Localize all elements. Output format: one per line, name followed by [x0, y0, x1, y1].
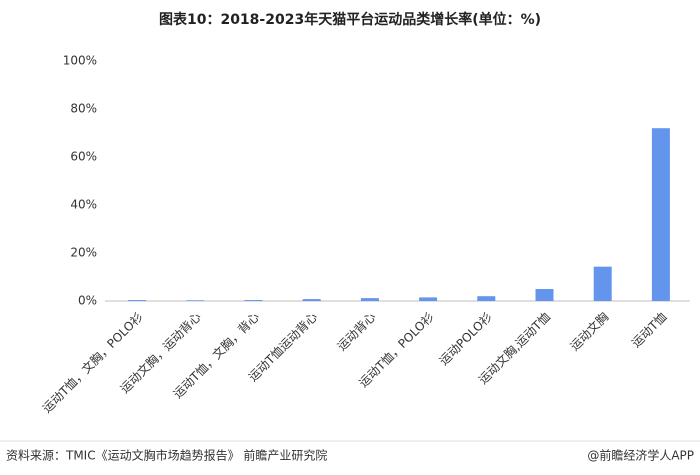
- bar: [651, 128, 670, 301]
- bar: [360, 298, 379, 301]
- x-tick-label: 运动POLO衫: [437, 310, 495, 368]
- y-tick-label: 100%: [63, 54, 97, 68]
- bar: [302, 299, 321, 301]
- bar: [477, 296, 496, 301]
- x-tick-label: 运动文胸: [567, 309, 612, 354]
- x-tick-label: 运动T恤: [629, 310, 670, 351]
- x-tick-label: 运动T恤，文胸，POLO衫: [39, 309, 146, 416]
- chart-title: 图表10：2018-2023年天猫平台运动品类增长率(单位：%): [159, 11, 541, 28]
- bar: [535, 289, 554, 301]
- source: 资料来源：TMIC《运动文胸市场趋势报告》 前瞻产业研究院: [6, 448, 327, 463]
- bar: [419, 297, 438, 301]
- bar: [128, 300, 147, 301]
- y-tick-label: 80%: [70, 102, 97, 116]
- x-tick-label: 运动背心: [335, 310, 379, 354]
- credit: @前瞻经济学人APP: [587, 448, 694, 463]
- bar: [244, 300, 263, 301]
- y-tick-label: 20%: [70, 246, 97, 260]
- y-tick-label: 60%: [70, 150, 97, 164]
- y-tick-label: 0%: [78, 294, 97, 308]
- y-tick-label: 40%: [70, 198, 97, 212]
- bar: [186, 300, 205, 301]
- bar: [593, 266, 612, 301]
